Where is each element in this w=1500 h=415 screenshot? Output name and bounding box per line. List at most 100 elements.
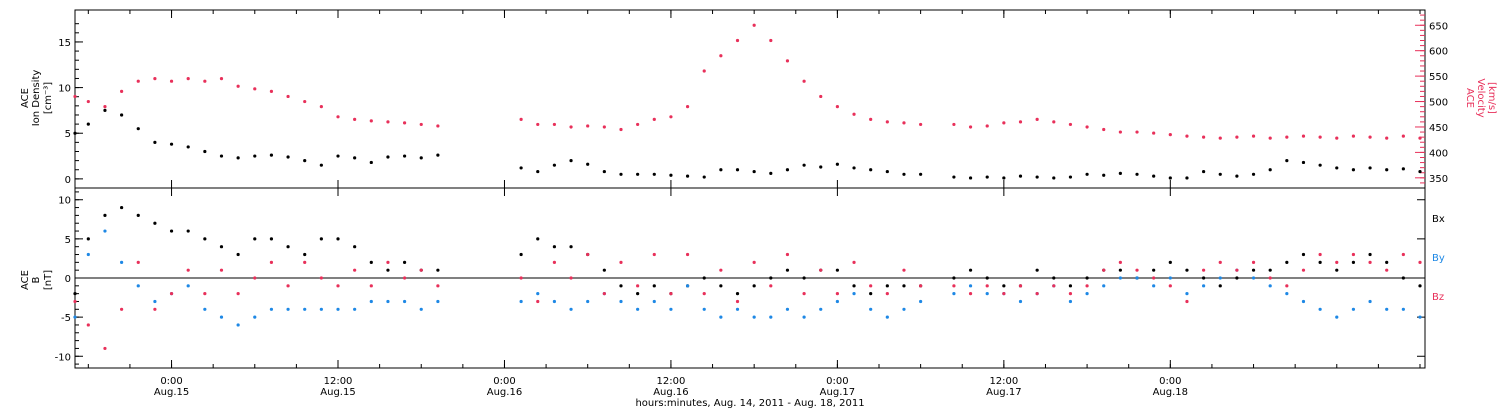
bz-point [1368,260,1372,264]
b-tick-label: -10 [55,352,71,363]
bx-point [852,284,856,288]
bz-point [402,276,407,280]
by-point [1168,276,1172,280]
bx-point [1251,268,1256,272]
bz-point [1401,252,1405,257]
bz-point [1251,260,1256,264]
bz-point [802,292,806,296]
velocity-ylabel-2: Velocity [1475,78,1486,117]
density-point [353,156,357,160]
by-point [1068,299,1073,304]
velocity-point [1002,121,1006,125]
bz-point [1168,284,1172,288]
x-tick-time: 0:00 [493,376,515,387]
density-point [885,169,889,174]
bx-point [1318,260,1322,264]
by-point [1401,307,1405,311]
x-tick-date: Aug.17 [986,387,1021,398]
velocity-point [1202,135,1206,139]
density-point [835,162,839,166]
velocity-point [985,124,989,128]
bx-point [985,276,989,280]
bx-point [785,268,790,272]
bz-point [752,260,756,264]
by-point [236,323,240,327]
velocity-point [86,99,90,104]
bx-point [1401,276,1405,280]
bz-point [619,260,623,264]
bx-point [952,276,956,280]
bz-point [719,268,723,272]
density-point [219,154,224,158]
by-point [1218,276,1222,280]
by-point [869,307,873,311]
density-point [1318,163,1322,167]
density-point [985,175,989,179]
velocity-point [136,79,140,83]
bz-point [286,284,290,288]
density-point [1002,176,1006,180]
density-point [1218,172,1222,176]
velocity-point [1418,136,1422,140]
bz-point [103,346,107,351]
density-point [536,169,540,174]
bx-point [719,284,723,288]
bx-point [203,237,207,241]
density-point [402,154,407,158]
velocity-point [269,89,274,93]
density-point [719,168,723,172]
velocity-tick-label: 400 [1429,148,1448,159]
bz-point [169,292,174,296]
velocity-point [519,117,523,121]
bx-point [436,268,440,272]
by-point [103,229,107,233]
by-point [1351,307,1356,311]
velocity-tick-label: 500 [1429,98,1448,109]
density-tick-label: 10 [58,84,71,95]
bz-point [1202,268,1206,272]
bx-point [619,284,623,288]
bx-point [602,268,606,272]
bz-point [1018,284,1023,288]
density-point [236,156,240,160]
density-point [1301,160,1306,165]
density-point [752,169,756,174]
by-point [802,315,806,319]
velocity-point [1318,135,1322,139]
b-ylabel-3: [nT] [43,270,54,290]
bx-point [835,268,839,272]
by-point [752,315,756,319]
by-point [1385,307,1389,311]
by-point [835,299,839,304]
bz-point [1152,276,1156,280]
density-point [369,160,373,165]
density-point [902,172,906,176]
density-point [1168,176,1172,180]
density-tick-label: 0 [65,175,71,186]
bz-point [785,252,790,257]
density-point [1368,166,1372,170]
ticks-layer: 0 5 10 15 350 400 450 500 550 600 650 -10 -5 0 5 10 0:00… [55,10,1448,398]
by-point [552,299,557,304]
density-point [386,155,390,159]
bz-point [519,276,523,280]
density-point [136,127,140,131]
density-point [586,162,590,166]
density-point [1418,169,1422,174]
velocity-point [103,105,107,109]
density-point [86,122,90,126]
velocity-point [619,127,623,132]
by-point [685,284,690,288]
velocity-tick-label: 350 [1429,174,1448,185]
velocity-point [669,115,673,119]
by-point [1202,284,1206,288]
bz-point [1118,260,1122,264]
bx-point [1085,276,1089,280]
by-point [1268,284,1272,288]
by-point [1135,276,1139,280]
by-point [669,307,673,311]
velocity-point [735,38,740,43]
density-point [685,174,690,178]
velocity-point [236,84,240,88]
by-point [769,315,773,319]
